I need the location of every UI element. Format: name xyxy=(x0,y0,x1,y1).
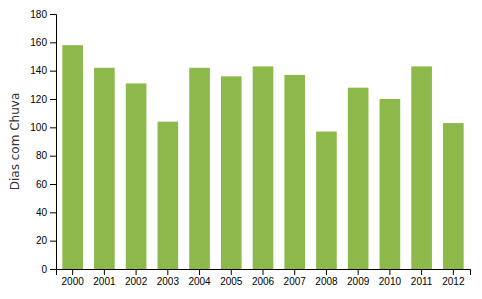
tick-mark xyxy=(294,269,295,275)
x-axis: 2000 2001 2002 2003 2004 2005 2006 2007 2008 2009… xyxy=(57,269,471,287)
tick-label: 40 xyxy=(36,207,48,218)
bar xyxy=(189,68,210,269)
tick-mark xyxy=(453,269,454,275)
tick: 2009 xyxy=(347,269,370,287)
bar xyxy=(62,45,83,269)
bar xyxy=(348,88,369,269)
bar xyxy=(94,68,115,269)
tick-label: 120 xyxy=(30,94,47,105)
tick-label: 2005 xyxy=(220,276,243,287)
y-axis: 0 20 40 60 80 100 120 140 160 180 xyxy=(30,9,56,275)
tick-mark xyxy=(50,241,56,242)
tick: 2008 xyxy=(315,269,338,287)
tick-label: 2004 xyxy=(188,276,211,287)
tick-mark xyxy=(358,269,359,275)
bar xyxy=(316,132,337,269)
tick: 2000 xyxy=(62,269,85,287)
tick-label: 0 xyxy=(41,264,47,275)
tick-mark xyxy=(199,269,200,275)
tick-label: 2001 xyxy=(93,276,116,287)
tick: 2006 xyxy=(252,269,275,287)
tick: 2010 xyxy=(379,269,402,287)
bar xyxy=(380,99,401,269)
tick-mark xyxy=(50,184,56,185)
tick-mark xyxy=(167,269,168,275)
tick-label: 2008 xyxy=(315,276,338,287)
bar xyxy=(126,83,147,269)
tick: 60 xyxy=(36,179,56,190)
tick-label: 160 xyxy=(30,37,47,48)
tick-mark xyxy=(136,269,137,275)
tick: 2003 xyxy=(157,269,180,287)
tick: 2011 xyxy=(411,269,433,287)
tick-mark xyxy=(263,269,264,275)
tick: 100 xyxy=(30,122,56,133)
tick: 140 xyxy=(30,65,56,76)
tick-mark xyxy=(231,269,232,275)
y-axis-title: Dias com Chuva xyxy=(8,93,22,190)
tick-label: 60 xyxy=(36,179,48,190)
tick: 0 xyxy=(41,264,56,275)
bar xyxy=(221,76,242,269)
tick-mark xyxy=(104,269,105,275)
plot: 0 20 40 60 80 100 120 140 160 180 2000 2001 2002 2003… xyxy=(30,9,470,287)
tick-label: 2006 xyxy=(252,276,275,287)
bar xyxy=(411,66,432,269)
tick-mark xyxy=(72,269,73,275)
axis-line xyxy=(57,270,471,276)
tick-label: 2002 xyxy=(125,276,148,287)
tick-mark xyxy=(50,212,56,213)
tick: 2005 xyxy=(220,269,243,287)
tick-mark xyxy=(421,269,422,275)
axis-line xyxy=(50,15,57,270)
tick-mark xyxy=(50,71,56,72)
tick: 40 xyxy=(36,207,56,218)
tick-mark xyxy=(50,156,56,157)
tick-mark xyxy=(389,269,390,275)
tick-label: 80 xyxy=(36,150,48,161)
tick-label: 2010 xyxy=(379,276,402,287)
tick-label: 180 xyxy=(30,9,47,20)
tick-label: 2003 xyxy=(157,276,180,287)
tick-label: 2009 xyxy=(347,276,370,287)
tick: 20 xyxy=(36,235,56,246)
tick: 180 xyxy=(30,9,56,20)
tick-label: 140 xyxy=(30,65,47,76)
chart: 0 20 40 60 80 100 120 140 160 180 2000 2001 2002 2003… xyxy=(0,0,482,299)
tick: 2007 xyxy=(284,269,307,287)
bars xyxy=(62,45,463,269)
tick: 2012 xyxy=(442,269,465,287)
tick-mark xyxy=(50,42,56,43)
bar xyxy=(284,75,305,269)
tick: 160 xyxy=(30,37,56,48)
tick: 2001 xyxy=(93,269,116,287)
tick-label: 2012 xyxy=(442,276,465,287)
bar xyxy=(158,122,179,269)
tick: 2002 xyxy=(125,269,148,287)
tick: 80 xyxy=(36,150,56,161)
bar xyxy=(443,123,464,269)
tick-label: 2000 xyxy=(62,276,85,287)
bar xyxy=(253,66,274,269)
tick-mark xyxy=(50,99,56,100)
tick-mark xyxy=(50,127,56,128)
tick-mark xyxy=(326,269,327,275)
tick-mark xyxy=(50,269,56,270)
tick-label: 2007 xyxy=(284,276,307,287)
tick: 120 xyxy=(30,94,56,105)
tick-label: 2011 xyxy=(411,276,433,287)
tick-label: 100 xyxy=(30,122,47,133)
tick-label: 20 xyxy=(36,235,48,246)
tick: 2004 xyxy=(188,269,211,287)
tick-mark xyxy=(50,14,56,15)
